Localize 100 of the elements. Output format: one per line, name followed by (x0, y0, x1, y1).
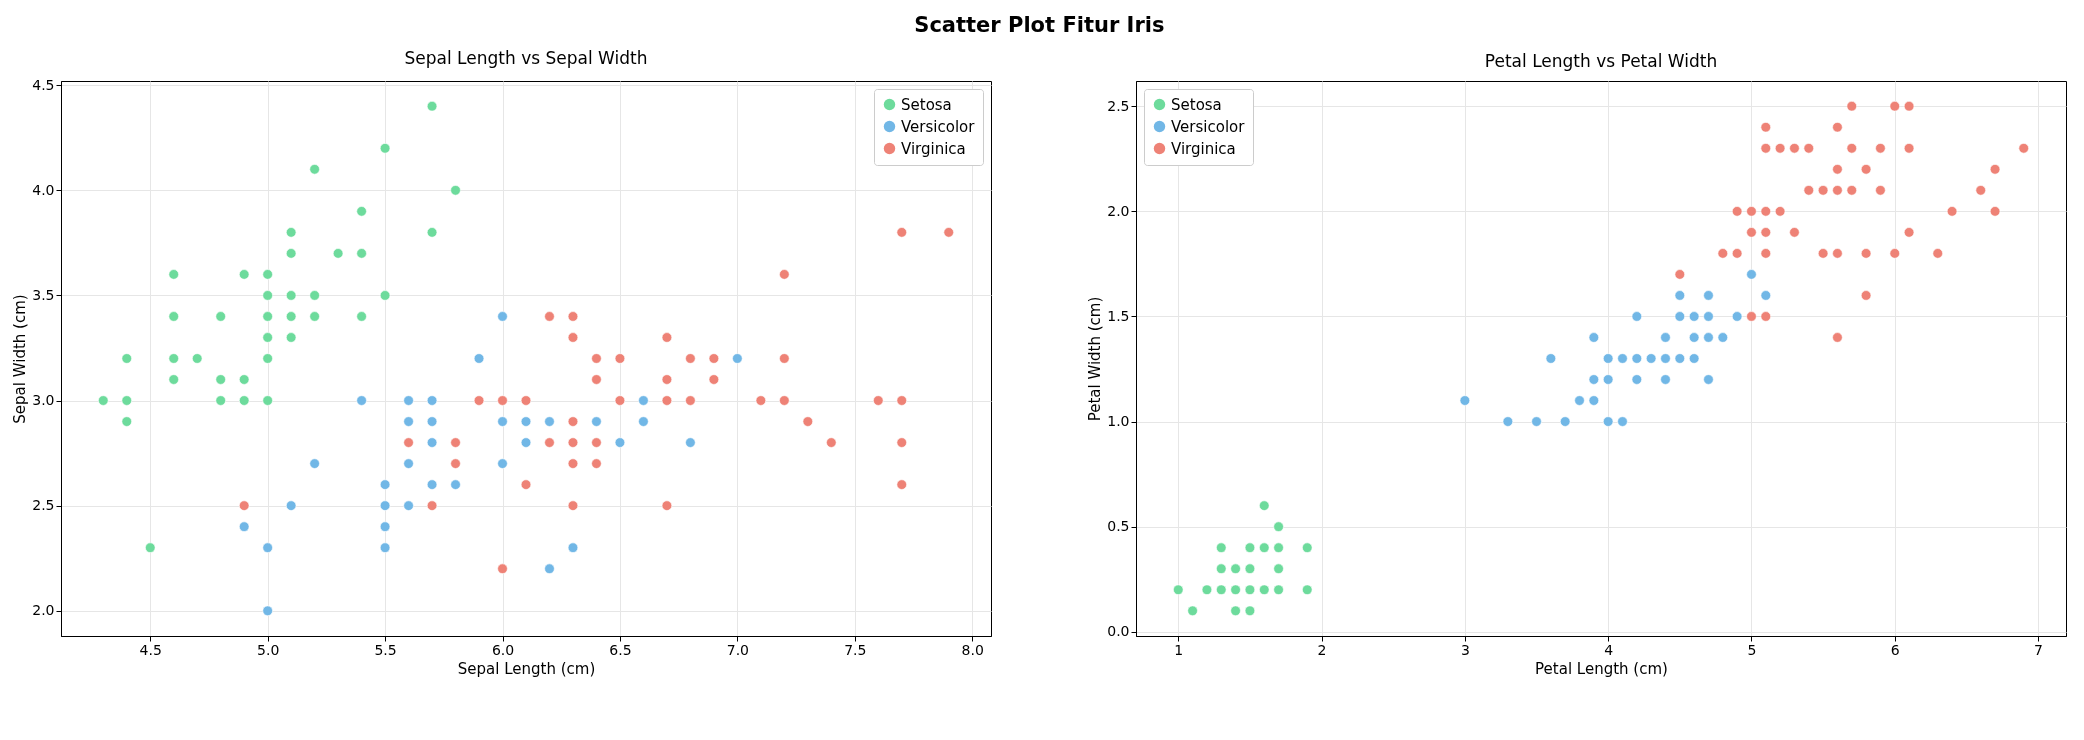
point (2018, 143, 2029, 154)
point (1631, 374, 1642, 385)
point (567, 437, 579, 448)
x-tick-label: 3 (1460, 641, 1470, 658)
point (1803, 185, 1814, 196)
point (215, 395, 226, 406)
point (262, 290, 273, 301)
x-tick-label: 2 (1317, 641, 1327, 658)
point (661, 332, 673, 343)
point (779, 269, 790, 280)
point (661, 395, 673, 406)
point (239, 269, 250, 280)
point (779, 395, 790, 406)
point (614, 395, 626, 406)
point (497, 458, 508, 469)
point (896, 437, 907, 448)
point (1688, 332, 1700, 343)
x-tick-label: 4 (1604, 641, 1614, 658)
point (1846, 185, 1857, 196)
point (450, 479, 461, 490)
point (239, 521, 250, 532)
point (379, 500, 391, 511)
point (567, 332, 579, 343)
point (403, 395, 414, 406)
point (285, 227, 297, 238)
point (473, 395, 485, 406)
point (426, 437, 438, 448)
x-tick-label: 6 (1890, 641, 1900, 658)
point (262, 332, 273, 343)
point (1574, 395, 1585, 406)
point (285, 248, 297, 259)
point (1502, 416, 1514, 427)
point (661, 374, 673, 385)
point (426, 500, 438, 511)
point (215, 311, 226, 322)
point (544, 563, 555, 574)
point (520, 479, 532, 490)
x-tick-label: 7 (2034, 641, 2044, 658)
point (802, 416, 813, 427)
point (1903, 143, 1915, 154)
point (379, 479, 391, 490)
point (544, 416, 555, 427)
point (779, 353, 790, 364)
point (239, 395, 250, 406)
point (1560, 416, 1571, 427)
point (403, 500, 414, 511)
point (168, 353, 179, 364)
point (1932, 248, 1943, 259)
point (1660, 353, 1671, 364)
point (567, 542, 579, 553)
point (1860, 164, 1872, 175)
point (262, 353, 273, 364)
x-tick-label: 6.5 (609, 641, 632, 658)
point (1588, 332, 1600, 343)
point (1860, 290, 1872, 301)
point (1230, 563, 1241, 574)
point (943, 227, 954, 238)
point (473, 353, 485, 364)
point (1244, 542, 1256, 553)
legend-label: Setosa (1171, 95, 1222, 114)
x-tick-label: 7.0 (726, 641, 749, 658)
point (309, 458, 320, 469)
point (591, 437, 602, 448)
point (1717, 332, 1728, 343)
point (98, 395, 109, 406)
point (1817, 248, 1829, 259)
chart-title: Sepal Length vs Sepal Width (404, 48, 648, 69)
point (1760, 206, 1771, 217)
point (1789, 143, 1800, 154)
point (1760, 227, 1771, 238)
x-tick-label: 7.5 (844, 641, 867, 658)
y-tick-label: 0.0 (1107, 623, 1130, 640)
y-tick-label: 4.5 (32, 76, 55, 93)
point (1244, 605, 1256, 616)
point (379, 143, 391, 154)
x-tick-label: 1 (1174, 641, 1184, 658)
point (1230, 584, 1241, 595)
point (1703, 374, 1714, 385)
x-axis-title: Petal Length (cm) (1535, 659, 1668, 678)
point (426, 227, 438, 238)
point (1660, 374, 1671, 385)
point (1545, 353, 1557, 364)
point (1674, 290, 1685, 301)
point (262, 395, 273, 406)
point (121, 353, 132, 364)
y-tick-label: 2.5 (32, 497, 55, 514)
point (685, 395, 696, 406)
point (1631, 353, 1642, 364)
point (1674, 269, 1685, 280)
point (168, 269, 179, 280)
point (285, 332, 297, 343)
point (1774, 143, 1786, 154)
point (1832, 332, 1843, 343)
point (1230, 605, 1241, 616)
point (1531, 416, 1542, 427)
point (379, 542, 391, 553)
point (1760, 311, 1771, 322)
point (1602, 416, 1614, 427)
point (1903, 101, 1915, 112)
point (1273, 542, 1284, 553)
